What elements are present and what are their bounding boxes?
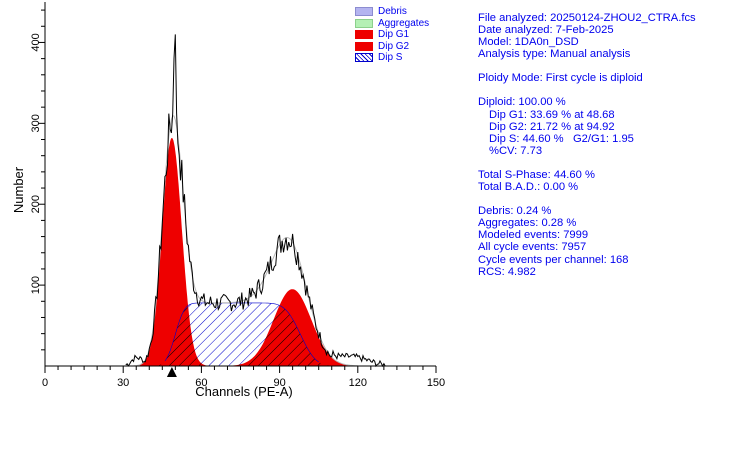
legend: Debris Aggregates Dip G1 Dip G2 Dip S [355, 6, 429, 64]
dip-s-outline [164, 302, 319, 363]
legend-label-dip-g2: Dip G2 [378, 40, 410, 52]
y-tick-label: 400 [30, 33, 42, 51]
axes: 0 30 60 90 120 150 100 200 300 400 [30, 2, 445, 389]
y-tick-label: 100 [30, 276, 42, 294]
legend-swatch-aggregates [355, 18, 373, 28]
x-tick-label: 90 [273, 377, 285, 389]
legend-swatch-dip-s [355, 53, 373, 63]
analysis-summary: File analyzed: 20250124-ZHOU2_CTRA.fcs D… [478, 12, 696, 278]
debris-percent: Debris: 0.24 % [478, 205, 552, 218]
total-bad: Total B.A.D.: 0.00 % [478, 181, 579, 194]
legend-item-dip-s: Dip S [355, 52, 429, 64]
diploid-percent: Diploid: 100.00 % [478, 96, 566, 109]
analysis-type: Analysis type: Manual analysis [478, 48, 631, 61]
cycle-events-per-channel: Cycle events per channel: 168 [478, 253, 629, 266]
legend-label-dip-s: Dip S [378, 52, 403, 64]
legend-label-debris: Debris [378, 6, 407, 18]
plot-area [125, 34, 387, 368]
g1-peak-marker [166, 367, 177, 377]
x-tick-label: 150 [427, 377, 445, 389]
cv-stat: %CV: 7.73 [489, 144, 543, 157]
y-axis-title: Number [11, 166, 26, 213]
data-histogram [125, 34, 387, 368]
legend-label-aggregates: Aggregates [378, 17, 430, 29]
legend-item-aggregates: Aggregates [355, 18, 429, 30]
x-tick-label: 0 [42, 377, 48, 389]
date-analyzed: Date analyzed: 7-Feb-2025 [478, 24, 614, 37]
x-tick-label: 60 [195, 377, 207, 389]
rcs-value: RCS: 4.982 [478, 265, 536, 278]
x-axis-title: Channels (PE-A) [195, 384, 293, 399]
file-analyzed: File analyzed: 20250124-ZHOU2_CTRA.fcs [478, 12, 696, 24]
x-tick-label: 30 [117, 377, 129, 389]
legend-item-dip-g1: Dip G1 [355, 29, 429, 41]
dip-g2-stat: Dip G2: 21.72 % at 94.92 [489, 120, 615, 133]
modeled-events: Modeled events: 7999 [478, 229, 589, 242]
legend-item-debris: Debris [355, 6, 429, 18]
overlap-hatch [149, 305, 337, 366]
legend-swatch-dip-g1 [355, 30, 373, 40]
dip-s-stat: Dip S: 44.60 % G2/G1: 1.95 [489, 132, 634, 145]
total-s-phase: Total S-Phase: 44.60 % [478, 168, 595, 181]
y-tick-label: 200 [30, 195, 42, 213]
all-cycle-events: All cycle events: 7957 [478, 241, 587, 254]
ploidy-mode: Ploidy Mode: First cycle is diploid [478, 72, 643, 85]
legend-swatch-debris [355, 7, 373, 17]
aggregates-percent: Aggregates: 0.28 % [478, 217, 577, 230]
x-tick-label: 120 [349, 377, 367, 389]
legend-item-dip-g2: Dip G2 [355, 41, 429, 53]
dip-g1-stat: Dip G1: 33.69 % at 48.68 [489, 108, 615, 121]
model-name: Model: 1DA0n_DSD [478, 36, 579, 49]
y-tick-label: 300 [30, 114, 42, 132]
legend-label-dip-g1: Dip G1 [378, 29, 410, 41]
legend-swatch-dip-g2 [355, 41, 373, 51]
